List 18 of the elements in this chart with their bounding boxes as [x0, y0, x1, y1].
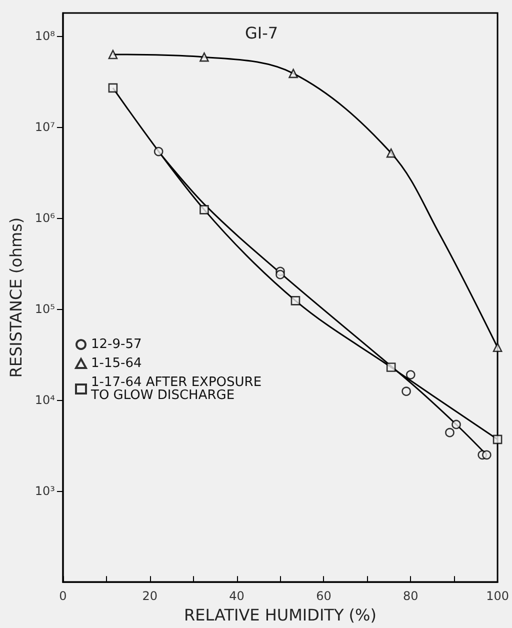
y-tick-label: 10⁷ [34, 120, 56, 134]
x-tick-label: 100 [486, 589, 509, 604]
y-tick-label: 10⁵ [34, 302, 56, 316]
x-tick-label: 40 [229, 589, 244, 604]
x-axis-title: RELATIVE HUMIDITY (%) [184, 606, 376, 624]
legend-label: 1-15-64 [91, 356, 142, 371]
y-tick-label: 10⁴ [34, 393, 56, 408]
x-tick-label: 60 [316, 589, 332, 604]
x-tick-label: 20 [142, 589, 158, 604]
x-tick-label: 0 [59, 589, 67, 604]
text: GI-7 [245, 24, 278, 42]
legend-label: 12-9-57 [91, 337, 142, 352]
y-axis-title: RESISTANCE (ohms) [6, 217, 26, 378]
y-tick-label: 10³ [34, 484, 56, 498]
legend-label: 1-17-64 AFTER EXPOSURE TO GLOW DISCHARGE [90, 375, 266, 403]
x-tick-label: 80 [402, 589, 418, 604]
y-tick-label: 10⁸ [34, 29, 56, 44]
y-tick-label: 10⁶ [34, 211, 56, 226]
